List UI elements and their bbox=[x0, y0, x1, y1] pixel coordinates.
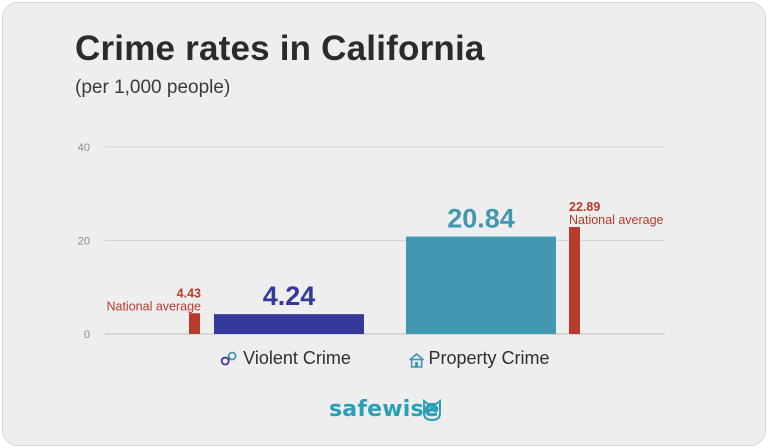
safewise-logo: safewise bbox=[329, 397, 445, 427]
data-label-national-average: 4.43 bbox=[177, 286, 201, 300]
bar-national-average-1 bbox=[569, 226, 580, 334]
chart-subtitle: (per 1,000 people) bbox=[75, 77, 231, 98]
y-tick-label: 0 bbox=[84, 329, 90, 341]
data-label-national-average: 22.89 bbox=[569, 200, 600, 214]
owl-icon bbox=[423, 399, 441, 422]
national-average-caption: National average bbox=[106, 299, 201, 313]
national-average-caption: National average bbox=[569, 213, 664, 227]
bar-california-0 bbox=[214, 314, 364, 334]
handcuffs-icon bbox=[220, 351, 237, 366]
brand-name: safewise bbox=[329, 397, 439, 422]
y-tick-label: 40 bbox=[78, 142, 90, 154]
data-label-california: 20.84 bbox=[447, 204, 515, 234]
bar-national-average-0 bbox=[189, 313, 200, 334]
house-icon bbox=[409, 353, 425, 368]
y-axis-ticks: 0 20 40 bbox=[78, 142, 90, 341]
data-label-california: 4.24 bbox=[263, 281, 316, 311]
bar-california-1 bbox=[406, 236, 556, 334]
bars bbox=[189, 226, 580, 334]
category-label: Property Crime bbox=[428, 348, 549, 368]
y-tick-label: 20 bbox=[78, 236, 90, 248]
category-1: Property Crime bbox=[409, 348, 550, 368]
x-axis-categories: Violent Crime Property Crime bbox=[220, 348, 550, 368]
category-label: Violent Crime bbox=[243, 348, 351, 368]
chart-title: Crime rates in California bbox=[75, 29, 485, 68]
category-0: Violent Crime bbox=[220, 348, 351, 368]
